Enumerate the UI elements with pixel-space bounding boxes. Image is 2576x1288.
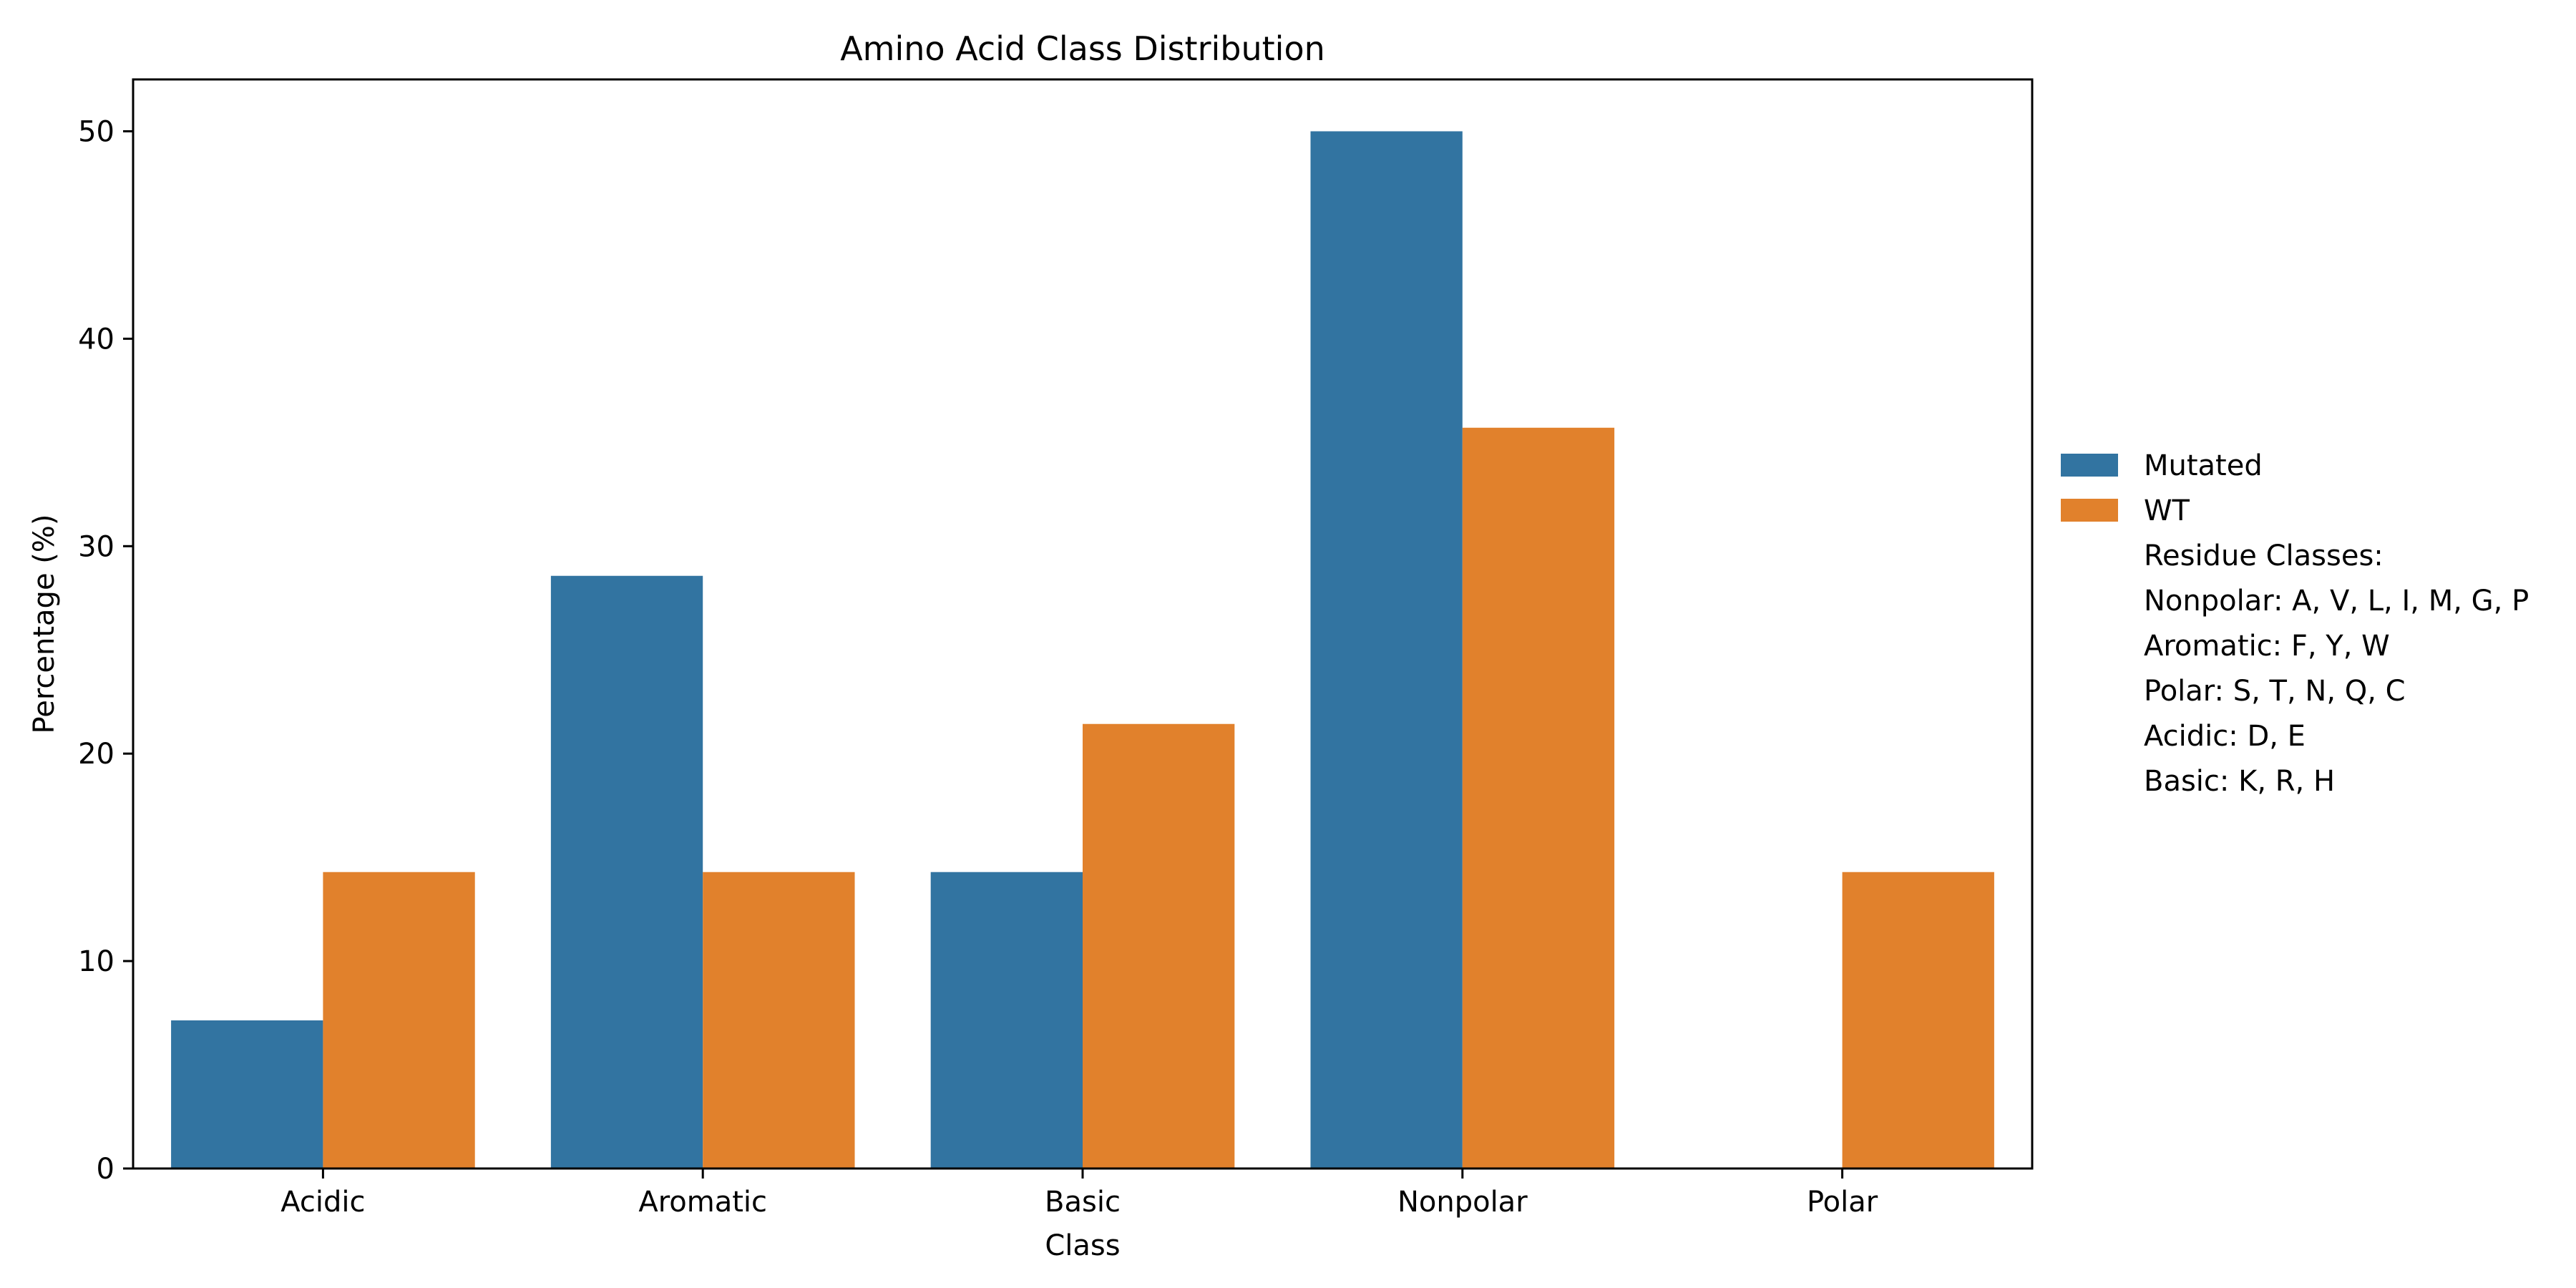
legend-note: Residue Classes: [2144,540,2384,572]
x-axis-label: Class [1045,1229,1120,1262]
bar-mutated-nonpolar [1310,131,1463,1169]
bar-mutated-basic [930,872,1083,1169]
chart-title: Amino Acid Class Distribution [840,29,1325,68]
legend-note: Basic: K, R, H [2144,765,2335,798]
y-axis-label: Percentage (%) [28,514,61,734]
legend-note: Aromatic: F, Y, W [2144,630,2390,663]
bar-wt-aromatic [703,872,855,1169]
y-tick-label: 40 [78,323,114,356]
y-tick-label: 0 [97,1153,114,1186]
bar-mutated-acidic [171,1020,323,1169]
legend-swatch [2061,499,2118,522]
legend-note: Acidic: D, E [2144,720,2306,753]
y-tick-label: 30 [78,530,114,563]
bar-mutated-aromatic [550,575,703,1169]
plot-frame [132,78,2034,1170]
legend-swatch [2061,454,2118,477]
bar-wt-acidic [323,872,475,1169]
legend-note: Polar: S, T, N, Q, C [2144,675,2406,708]
x-tick-label: Basic [1045,1186,1121,1219]
y-tick-label: 50 [78,115,114,148]
bar-wt-basic [1083,723,1235,1169]
y-tick-label: 10 [78,945,114,978]
y-tick-label: 20 [78,738,114,771]
x-tick-label: Nonpolar [1397,1186,1528,1219]
bar-wt-polar [1842,872,1994,1169]
x-tick-label: Polar [1807,1186,1878,1219]
y-axis: 0 10 20 30 40 50 [78,115,133,1186]
x-axis: Acidic Aromatic Basic Nonpolar Polar [280,1169,1878,1219]
bars [171,131,1994,1169]
bar-wt-nonpolar [1462,427,1615,1169]
legend-label: WT [2144,494,2190,527]
legend-label: Mutated [2144,449,2263,482]
x-tick-label: Aromatic [638,1186,767,1219]
x-tick-label: Acidic [280,1186,365,1219]
legend: Mutated WT Residue Classes: Nonpolar: A, V,… [2061,449,2529,798]
legend-note: Nonpolar: A, V, L, I, M, G, P [2144,585,2529,618]
